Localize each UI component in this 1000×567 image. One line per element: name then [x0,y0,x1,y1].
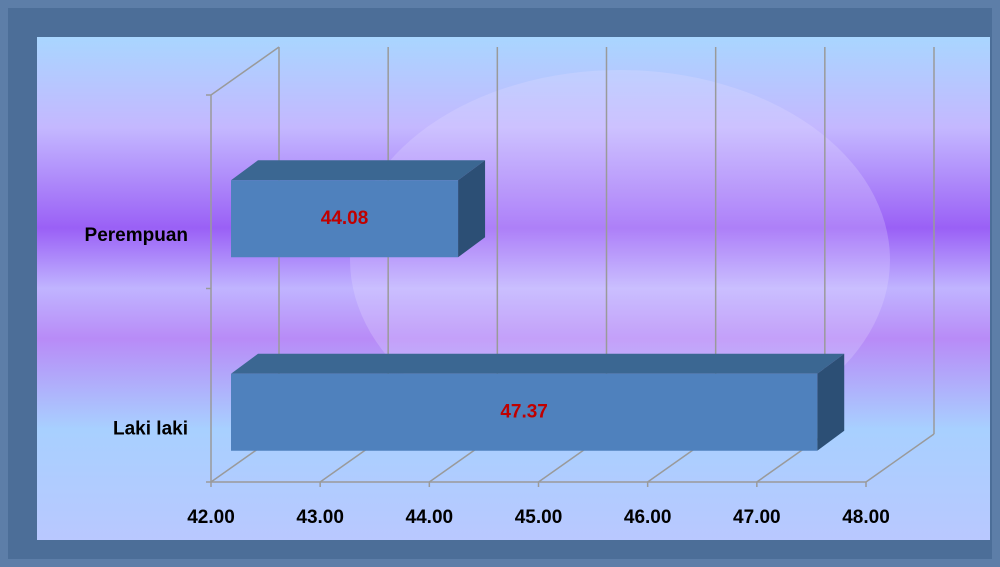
y-tick-label: Laki laki [113,418,188,439]
axis-line [210,46,280,96]
bar [231,180,459,258]
bar-side [817,353,845,451]
x-tick-label: 45.00 [515,507,563,528]
x-tick-label: 44.00 [406,507,454,528]
bar-side [458,160,486,258]
bar-top [231,353,845,374]
bar-top [231,160,486,181]
x-tick-label: 46.00 [624,507,672,528]
y-tick-label: Perempuan [85,225,188,246]
value-label: 44.08 [321,208,369,229]
x-tick-label: 42.00 [187,507,235,528]
bar [231,373,818,451]
x-tick-label: 48.00 [842,507,890,528]
floor-line [865,433,935,483]
x-tick-label: 47.00 [733,507,781,528]
x-tick-label: 43.00 [296,507,344,528]
plot-background [37,37,990,540]
value-label: 47.37 [500,401,548,422]
